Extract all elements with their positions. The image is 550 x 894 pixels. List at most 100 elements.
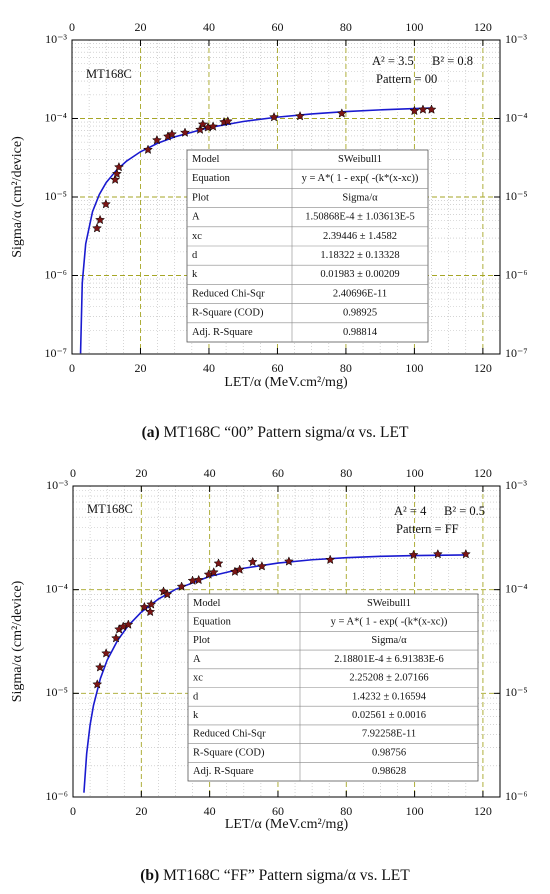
caption: (a) MT168C “00” Pattern sigma/α vs. LET xyxy=(142,424,409,441)
data-point xyxy=(143,144,154,154)
data-point xyxy=(101,648,112,658)
table-value: 0.98925 xyxy=(343,308,377,319)
y2-tick-label: 10⁻⁴ xyxy=(505,581,528,595)
x-tick-label: 120 xyxy=(474,804,492,818)
data-point xyxy=(247,556,258,567)
table-value: 0.98756 xyxy=(372,747,406,758)
table-value: Sigma/α xyxy=(342,192,378,203)
data-point xyxy=(283,556,294,566)
x2-tick-label: 80 xyxy=(340,466,352,480)
table-key: Equation xyxy=(192,173,231,184)
data-point xyxy=(176,581,187,591)
y-tick-label: 10⁻⁴ xyxy=(44,110,67,124)
table-value: 2.40696E-11 xyxy=(333,288,387,299)
data-point xyxy=(95,214,106,225)
x2-tick-label: 100 xyxy=(406,466,424,480)
table-key: xc xyxy=(193,673,203,684)
data-point xyxy=(426,104,437,114)
y-tick-label: 10⁻³ xyxy=(46,478,68,492)
data-point xyxy=(208,567,219,577)
data-point xyxy=(409,105,420,116)
y-tick-label: 10⁻⁴ xyxy=(45,581,68,595)
table-value: 7.92258E-11 xyxy=(362,729,416,740)
x-tick-label: 100 xyxy=(405,361,423,375)
table-key: A xyxy=(193,654,201,665)
table-key: d xyxy=(192,250,198,261)
annotation: Pattern = FF xyxy=(396,522,459,536)
table-value: 0.98814 xyxy=(343,327,378,338)
annotation: B² = 0.8 xyxy=(432,54,473,68)
data-point xyxy=(222,116,233,126)
data-point xyxy=(92,679,103,689)
table-key: Plot xyxy=(192,192,209,203)
table-value: 2.18801E-4 ± 6.91383E-6 xyxy=(334,654,444,665)
data-point xyxy=(193,574,204,585)
annotation: MT168C xyxy=(86,67,132,81)
caption-text: MT168C “FF” Pattern sigma/α vs. LET xyxy=(159,867,410,884)
data-point xyxy=(256,561,267,571)
table-value: 1.18322 ± 0.13328 xyxy=(320,250,399,261)
x2-tick-label: 0 xyxy=(69,20,75,34)
table-value: SWeibull1 xyxy=(367,598,411,609)
fit-curve xyxy=(83,554,466,793)
table-value: 0.01983 ± 0.00209 xyxy=(320,269,399,280)
x2-tick-label: 120 xyxy=(474,466,492,480)
data-point xyxy=(325,554,336,565)
data-point xyxy=(208,121,219,131)
y-tick-label: 10⁻⁶ xyxy=(44,267,67,281)
table-key: R-Square (COD) xyxy=(192,308,264,319)
table-key: Adj. R-Square xyxy=(193,766,254,777)
data-point xyxy=(195,124,206,134)
x-tick-label: 0 xyxy=(70,804,76,818)
y-tick-label: 10⁻⁷ xyxy=(44,346,67,360)
table-value: 2.39446 ± 1.4582 xyxy=(323,231,397,242)
y-tick-label: 10⁻⁶ xyxy=(45,789,68,803)
x-tick-label: 20 xyxy=(134,361,146,375)
table-value: 0.98628 xyxy=(372,766,406,777)
x2-tick-label: 100 xyxy=(405,20,423,34)
x-axis-label: LET/α (MeV.cm²/mg) xyxy=(225,817,349,832)
y-axis-label: Sigma/α (cm²/device) xyxy=(10,136,25,258)
x-axis-label: LET/α (MeV.cm²/mg) xyxy=(224,375,348,390)
y2-tick-label: 10⁻⁶ xyxy=(505,267,528,281)
caption-label: (b) xyxy=(140,867,159,884)
x2-tick-label: 60 xyxy=(272,466,284,480)
data-point xyxy=(94,662,105,672)
table-value: 1.50868E-4 ± 1.03613E-5 xyxy=(305,212,415,223)
data-point xyxy=(213,558,224,568)
data-point xyxy=(336,108,347,118)
x-tick-label: 120 xyxy=(474,361,492,375)
x-tick-label: 100 xyxy=(406,804,424,818)
y-tick-label: 10⁻³ xyxy=(45,32,67,46)
caption-text: MT168C “00” Pattern sigma/α vs. LET xyxy=(160,424,409,441)
data-point xyxy=(180,127,190,137)
y2-tick-label: 10⁻³ xyxy=(505,478,527,492)
x2-tick-label: 40 xyxy=(204,466,216,480)
annotation: A² = 3.5 xyxy=(372,54,414,68)
x2-tick-label: 20 xyxy=(135,466,147,480)
y2-tick-label: 10⁻⁴ xyxy=(505,110,528,124)
table-key: R-Square (COD) xyxy=(193,747,265,758)
data-point xyxy=(123,619,134,629)
table-key: Model xyxy=(193,598,220,609)
table-key: Adj. R-Square xyxy=(192,327,253,338)
y-tick-label: 10⁻⁵ xyxy=(44,189,67,203)
data-point xyxy=(100,198,111,209)
table-key: A xyxy=(192,212,200,223)
x2-tick-label: 20 xyxy=(134,20,146,34)
x-tick-label: 40 xyxy=(204,804,216,818)
plot-frame xyxy=(72,485,501,798)
y2-tick-label: 10⁻⁷ xyxy=(505,346,528,360)
plot-frame xyxy=(71,39,501,355)
x-tick-label: 80 xyxy=(340,361,352,375)
caption: (b) MT168C “FF” Pattern sigma/α vs. LET xyxy=(140,867,410,884)
table-key: Reduced Chi-Sqr xyxy=(193,729,266,740)
y2-tick-label: 10⁻⁵ xyxy=(505,189,528,203)
data-point xyxy=(460,548,471,559)
x-tick-label: 40 xyxy=(203,361,215,375)
x-tick-label: 80 xyxy=(340,804,352,818)
table-value: y = A*( 1 - exp( -(k*(x-xc)) xyxy=(331,616,448,627)
y2-tick-label: 10⁻⁶ xyxy=(505,789,528,803)
y-tick-label: 10⁻⁵ xyxy=(45,685,68,699)
